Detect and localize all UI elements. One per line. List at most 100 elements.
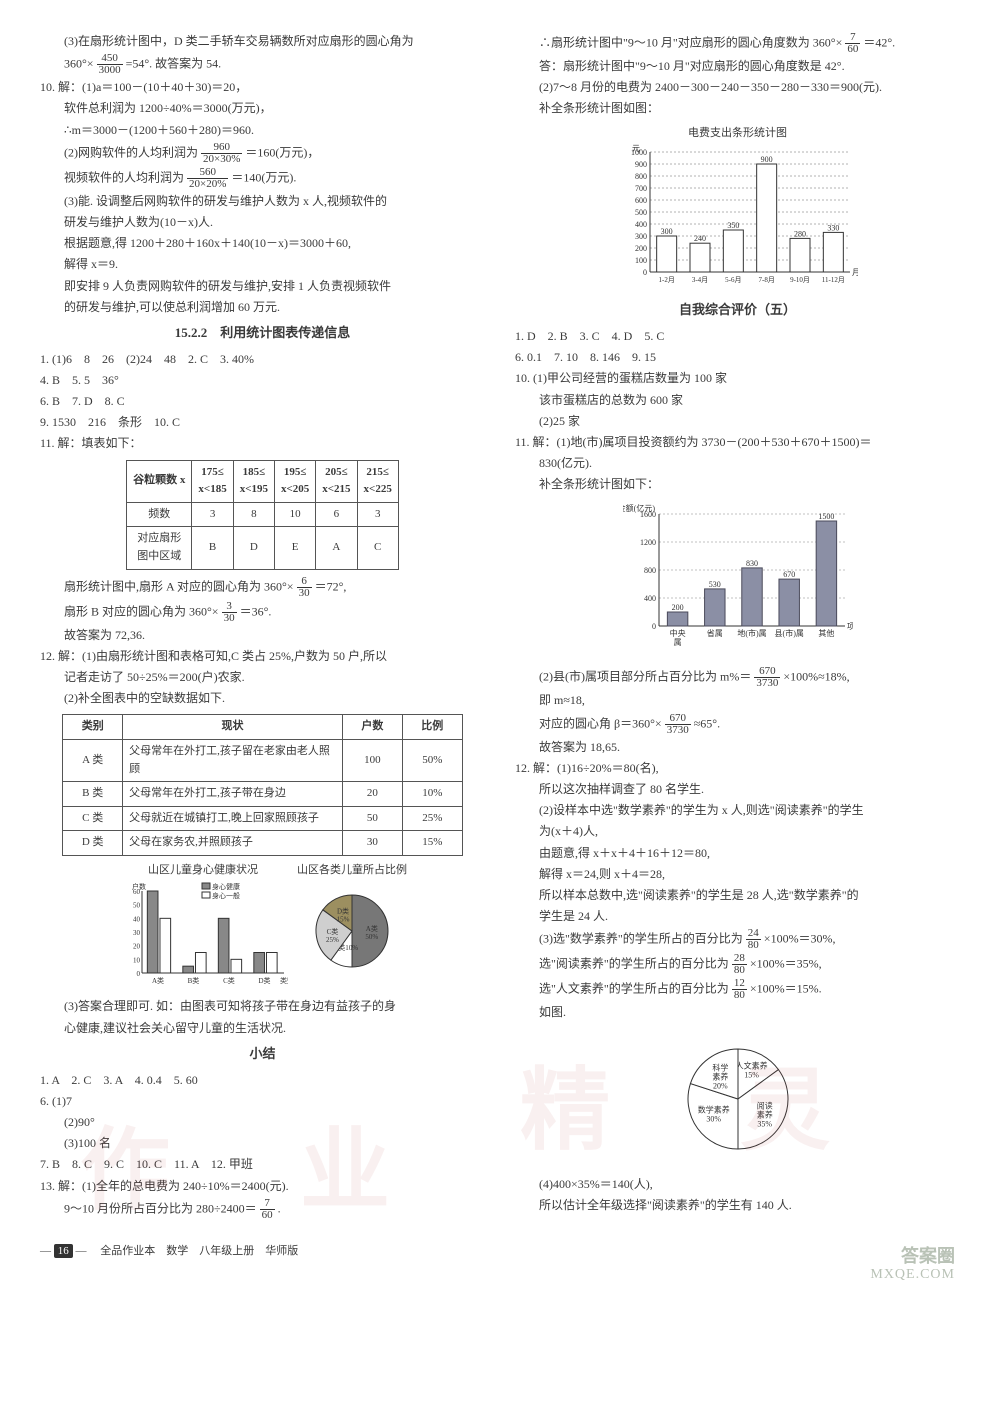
td: 父母在家务农,并照顾孩子 — [123, 831, 343, 856]
t: ＝72°, — [315, 579, 347, 593]
t: ＝42°. — [863, 35, 895, 49]
text: 软件总利润为 1200÷40%＝3000(万元)， — [40, 99, 485, 118]
text: 如图. — [515, 1003, 960, 1022]
svg-text:15%: 15% — [744, 1070, 759, 1079]
text: 选"人文素养"的学生所占的百分比为 1280 ×100%＝15%. — [515, 978, 960, 1001]
watermark-url: MXQE.COM — [870, 1264, 955, 1286]
text: (2)网购软件的人均利润为 96020×30% ＝160(万元)， — [40, 142, 485, 165]
svg-text:户数: 户数 — [132, 882, 146, 891]
svg-text:数学素养: 数学素养 — [697, 1104, 729, 1114]
th: 175≤ x<185 — [192, 460, 233, 502]
svg-text:人文素养: 人文素养 — [735, 1060, 767, 1070]
bar-chart-svg: 0102030405060户数身心健康身心一般A类B类C类D类类别 — [118, 881, 288, 991]
t: ≈65°. — [694, 716, 720, 730]
text: 12. 解：(1)由扇形统计图和表格可知,C 类占 25%,户数为 50 户,所… — [40, 647, 485, 666]
svg-text:700: 700 — [635, 184, 647, 193]
td: E — [274, 527, 315, 569]
td: 父母就近在城镇打工,晚上回家照顾孩子 — [123, 806, 343, 831]
chart-title: 山区各类儿童所占比例 — [297, 862, 407, 880]
svg-text:1200: 1200 — [640, 538, 656, 547]
table-row: C 类父母就近在城镇打工,晚上回家照顾孩子5025% — [63, 806, 463, 831]
td: 10 — [274, 502, 315, 527]
pie-chart-svg: A类50%B类10%C类25%D类15% — [297, 881, 407, 981]
text: 1. (1)6 8 26 (2)24 48 2. C 3. 40% — [40, 350, 485, 369]
svg-text:15%: 15% — [337, 916, 350, 924]
text: 10. (1)甲公司经营的蛋糕店数量为 100 家 — [515, 369, 960, 388]
text: 10. 解：(1)a＝100－(10＋40＋30)＝20， — [40, 78, 485, 97]
svg-text:类别: 类别 — [280, 976, 288, 985]
text: 根据题意,得 1200＋280＋160x＋140(10－x)＝3000＋60, — [40, 234, 485, 253]
text: ∴扇形统计图中"9～10 月"对应扇形的圆心角度数为 360°× 760 ＝42… — [515, 32, 960, 55]
text: 答：扇形统计图中"9～10 月"对应扇形的圆心角度数是 42°. — [515, 57, 960, 76]
svg-text:25%: 25% — [326, 937, 339, 945]
investment-bar-chart: 040080012001600金额(亿元)项目200中央属530省属830地(市… — [515, 500, 960, 660]
text: 9. 1530 216 条形 10. C — [40, 413, 485, 432]
text: 即安排 9 人负责网购软件的研发与维护,安排 1 人负责视频软件 — [40, 277, 485, 296]
svg-text:400: 400 — [644, 594, 656, 603]
text: 4. B 5. 5 36° — [40, 371, 485, 390]
td: 频数 — [127, 502, 192, 527]
td: 父母常年在外打工,孩子带在身边 — [123, 782, 343, 807]
page-number: 16 — [54, 1244, 73, 1258]
svg-text:200: 200 — [635, 244, 647, 253]
svg-text:10: 10 — [133, 957, 141, 965]
svg-text:30: 30 — [133, 929, 141, 937]
svg-text:900: 900 — [635, 160, 647, 169]
text: 即 m≈18, — [515, 691, 960, 710]
td: A — [316, 527, 357, 569]
text: 6. 0.1 7. 10 8. 146 9. 15 — [515, 348, 960, 367]
text: 心健康,建议社会关心留守儿童的生活状况. — [40, 1019, 485, 1038]
svg-text:省属: 省属 — [706, 628, 722, 638]
svg-text:500: 500 — [635, 208, 647, 217]
th: 205≤ x<215 — [316, 460, 357, 502]
text: 故答案为 72,36. — [40, 626, 485, 645]
t: ＝140(万元). — [231, 170, 296, 184]
svg-text:800: 800 — [644, 566, 656, 575]
svg-text:11-12月: 11-12月 — [821, 276, 844, 284]
t: ＝36°. — [240, 604, 272, 618]
td: B — [192, 527, 233, 569]
td: 50 — [342, 806, 402, 831]
fraction: 2480 — [746, 928, 761, 951]
left-column: (3)在扇形统计图中，D 类二手轿车交易辆数所对应扇形的圆心角为 360°× 4… — [40, 30, 485, 1223]
t: ×100%＝30%, — [764, 932, 836, 946]
svg-text:A类: A类 — [366, 924, 378, 933]
frequency-table: 谷粒颗数 x 175≤ x<185 185≤ x<195 195≤ x<205 … — [126, 460, 399, 570]
svg-text:身心健康: 身心健康 — [212, 882, 240, 891]
t: 扇形 B 对应的圆心角为 360°× — [64, 604, 219, 618]
td: 对应扇形 图中区域 — [127, 527, 192, 569]
svg-text:项目: 项目 — [847, 622, 853, 631]
bar-chart-children-health: 山区儿童身心健康状况 0102030405060户数身心健康身心一般A类B类C类… — [118, 862, 288, 992]
svg-text:240: 240 — [694, 234, 706, 243]
svg-text:素养: 素养 — [712, 1071, 728, 1081]
pie-chart-svg: 人文素养15%阅读素养35%数学素养30%科学素养20% — [658, 1029, 818, 1169]
text: 扇形统计图中,扇形 A 对应的圆心角为 360°× 630 ＝72°, — [40, 576, 485, 599]
text: (2)7～8 月份的电费为 2400－300－240－350－280－330＝9… — [515, 78, 960, 97]
svg-text:1500: 1500 — [818, 512, 834, 521]
td: D 类 — [63, 831, 123, 856]
page-columns: (3)在扇形统计图中，D 类二手轿车交易辆数所对应扇形的圆心角为 360°× 4… — [40, 30, 960, 1223]
literacy-pie-chart: 人文素养15%阅读素养35%数学素养30%科学素养20% — [515, 1029, 960, 1169]
svg-text:0: 0 — [137, 970, 141, 978]
t: ∴扇形统计图中"9～10 月"对应扇形的圆心角度数为 360°× — [539, 35, 842, 49]
svg-text:300: 300 — [660, 227, 672, 236]
svg-text:50: 50 — [133, 902, 141, 910]
svg-text:阅读: 阅读 — [756, 1100, 772, 1110]
pie-chart-children: 山区各类儿童所占比例 A类50%B类10%C类25%D类15% — [297, 862, 407, 982]
mini-charts: 山区儿童身心健康状况 0102030405060户数身心健康身心一般A类B类C类… — [40, 862, 485, 992]
category-table: 类别 现状 户数 比例 A 类父母常年在外打工,孩子留在老家由老人照顾10050… — [62, 714, 463, 856]
bar-chart-svg: 01002003004005006007008009001000月份元3001-… — [618, 144, 858, 294]
svg-text:身心一般: 身心一般 — [212, 891, 240, 900]
electricity-bar-chart: 电费支出条形统计图 010020030040050060070080090010… — [515, 125, 960, 295]
text: 11. 解：(1)地(市)属项目投资额约为 3730－(200＋530＋670＋… — [515, 433, 960, 452]
text: 所以样本总数中,选"阅读素养"的学生是 28 人,选"数学素养"的 — [515, 886, 960, 905]
svg-text:D类: D类 — [258, 976, 270, 985]
fraction: 96020×30% — [201, 142, 242, 165]
text: 补全条形统计图如下： — [515, 475, 960, 494]
text: 解得 x＝9. — [40, 255, 485, 274]
text: 该市蛋糕店的总数为 600 家 — [515, 391, 960, 410]
text: 记者走访了 50÷25%＝200(户)农家. — [40, 668, 485, 687]
th: 谷粒颗数 x — [127, 460, 192, 502]
td: C — [357, 527, 398, 569]
th: 比例 — [402, 715, 462, 740]
